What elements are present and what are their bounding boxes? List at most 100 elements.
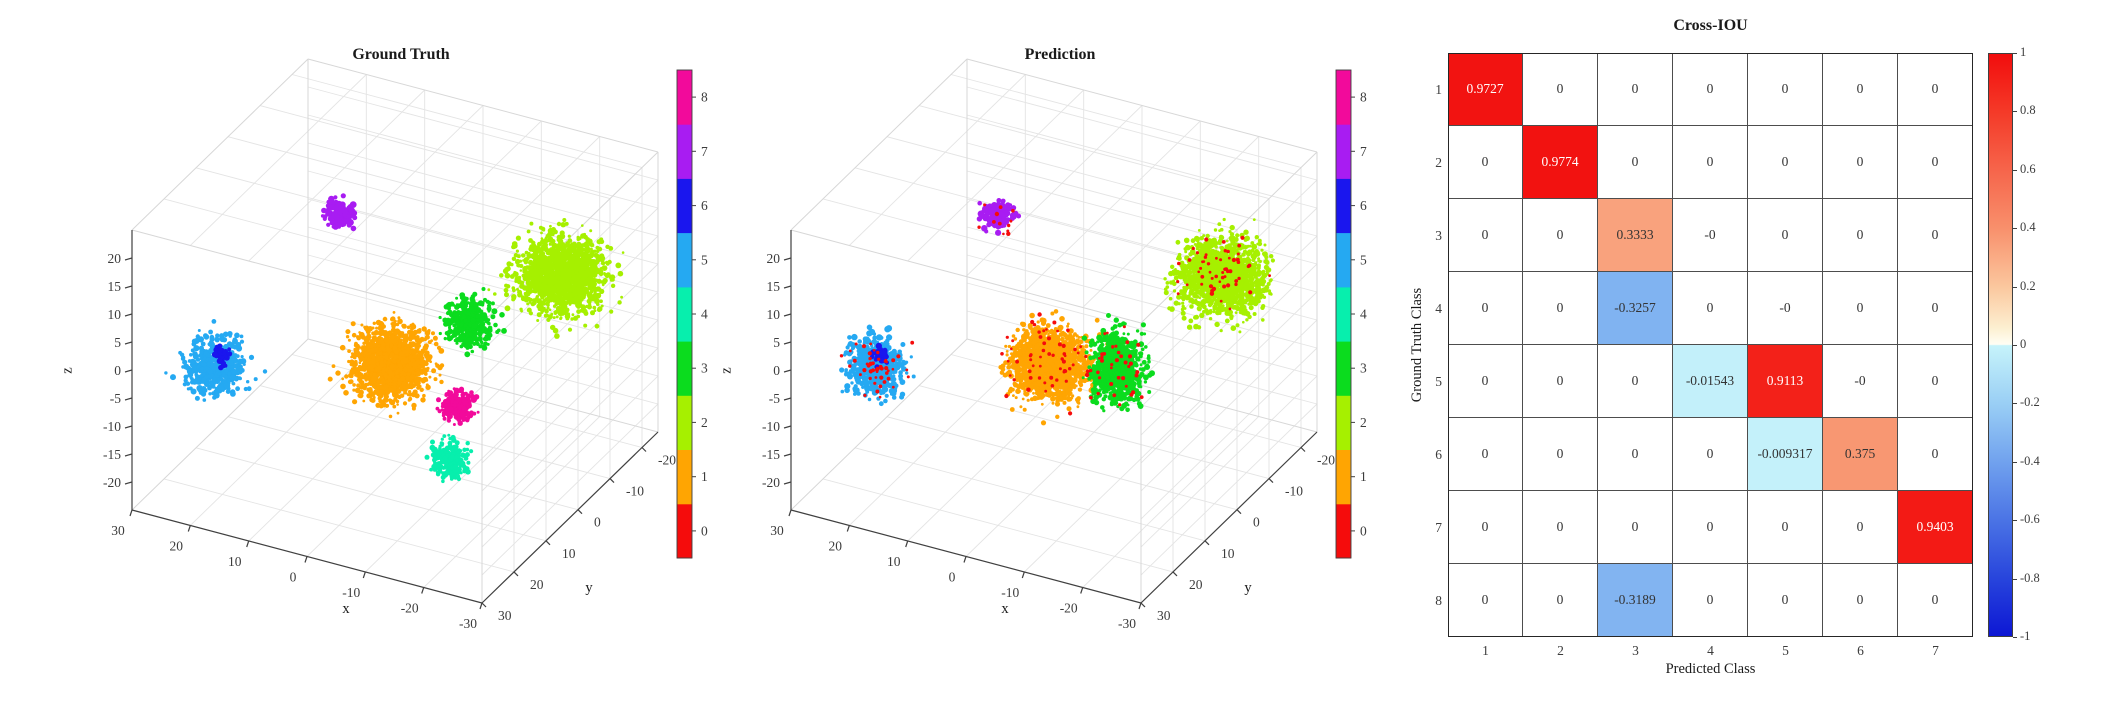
cluster-points-class-1: [327, 311, 445, 419]
tick-label: -10: [1001, 585, 1019, 600]
matrix-cell: 0: [1823, 491, 1898, 564]
pred-z-axis-label: z: [718, 367, 735, 374]
tick-label: 20: [170, 539, 184, 554]
tick-label: 20: [108, 251, 122, 266]
tick-label: 30: [111, 523, 125, 538]
colorbar-tick-label: 7: [701, 144, 708, 159]
matrix-cell: 0: [1523, 272, 1598, 345]
axis-lines: [783, 230, 1318, 610]
colorbar-tick-label: 8: [1360, 90, 1367, 105]
gt-z-axis-label: z: [59, 367, 76, 374]
tick-label: -20: [401, 601, 419, 616]
tick-label: -10: [103, 419, 121, 434]
iou-colorbar-tick: [2013, 53, 2017, 54]
matrix-cell: 0: [1823, 199, 1898, 272]
class-colorbar: 0 1 2 3 4 5 6 7 8: [1335, 69, 1367, 559]
tick-label: -15: [762, 447, 780, 462]
colorbar-tick-label: 2: [701, 415, 708, 430]
matrix-cell: 0: [1448, 272, 1523, 345]
tick-label: -20: [1060, 601, 1078, 616]
iou-colorbar-tick: [2013, 345, 2017, 346]
gt-y-axis-label: y: [585, 580, 593, 596]
tick-label: -10: [1285, 484, 1303, 499]
matrix-cell: 0: [1523, 564, 1598, 637]
tick-labels: 30 20 10 0 -10 -20 -30 30 20 10 0 -10 -20 20 15 10 5 0 -5 -…: [103, 251, 676, 631]
iou-colorbar-tick-label: 0: [2020, 337, 2027, 351]
tick-label: -5: [110, 391, 121, 406]
tick-label: 30: [498, 608, 512, 623]
matrix-cell: 0: [1748, 199, 1823, 272]
matrix-cell: 0: [1598, 418, 1673, 491]
cluster-points-class-5: [164, 319, 268, 402]
colorbar-tick-label: 4: [701, 307, 708, 322]
matrix-cell: 0: [1748, 53, 1823, 126]
matrix-cell: -0.009317: [1748, 418, 1823, 491]
iou-colorbar-tick-label: -1: [2020, 629, 2031, 643]
tick-label: 10: [1221, 546, 1235, 561]
matrix-cell: 0: [1673, 272, 1748, 345]
matrix-cell: 0: [1673, 418, 1748, 491]
tick-label: -15: [103, 447, 121, 462]
matrix-cell: 0: [1823, 53, 1898, 126]
cluster-points-class-2: [487, 218, 625, 339]
matrix-cell: 0: [1448, 345, 1523, 418]
matrix-cell: 0: [1748, 126, 1823, 199]
matrix-cell: 0: [1448, 418, 1523, 491]
iou-colorbar-tick: [2013, 403, 2017, 404]
matrix-row-label: 1: [1435, 81, 1442, 97]
tick-label: 0: [114, 363, 121, 378]
colorbar-tick-label: 5: [1360, 252, 1367, 267]
matrix-cell: 0: [1898, 126, 1973, 199]
iou-colorbar-tick-label: -0.8: [2020, 571, 2040, 585]
cross-iou-title: Cross-IOU: [1673, 17, 1748, 34]
matrix-col-label: 7: [1932, 643, 1939, 658]
matrix-cell: 0: [1523, 418, 1598, 491]
matrix-cell: -0.3257: [1598, 272, 1673, 345]
tick-label: 30: [1157, 608, 1171, 623]
matrix-col-label: 3: [1632, 643, 1639, 658]
matrix-cell: 0.9403: [1898, 491, 1973, 564]
iou-colorbar-tick: [2013, 111, 2017, 112]
cluster-points-class-3: [438, 287, 507, 358]
cluster-points-class-0: [1176, 235, 1271, 311]
tick-label: -10: [762, 419, 780, 434]
matrix-row-label: 3: [1435, 227, 1442, 243]
iou-colorbar-tick: [2013, 579, 2017, 580]
iou-colorbar-tick: [2013, 287, 2017, 288]
cluster-points-class-8: [435, 386, 480, 426]
cluster-points-class-0: [1084, 325, 1144, 407]
matrix-col-label: 2: [1557, 643, 1564, 658]
matrix-cell: 0: [1898, 199, 1973, 272]
tick-label: -20: [1317, 453, 1335, 468]
matrix-cell: 0: [1748, 491, 1823, 564]
colorbar-tick-label: 6: [1360, 198, 1367, 213]
tick-label: -20: [103, 475, 121, 490]
matrix-row-label: 2: [1435, 154, 1442, 170]
matrix-cell: 0: [1523, 345, 1598, 418]
grid-lines: [822, 74, 1318, 588]
axis-lines: [124, 230, 659, 610]
matrix-cell: 0: [1448, 199, 1523, 272]
matrix-cell: 0: [1823, 126, 1898, 199]
cluster-points-class-0: [839, 340, 915, 399]
cluster-points-class-0: [1000, 312, 1109, 416]
tick-label: 20: [829, 539, 843, 554]
iou-colorbar-tick-label: -0.6: [2020, 512, 2040, 526]
matrix-cell: 0: [1823, 272, 1898, 345]
cluster-points-class-6: [211, 343, 233, 371]
tick-label: 0: [594, 515, 601, 530]
colorbar-tick-label: 0: [1360, 523, 1367, 538]
tick-label: 5: [114, 335, 121, 350]
matrix-cell: 0.9113: [1748, 345, 1823, 418]
matrix-cell: 0: [1448, 491, 1523, 564]
matrix-cell: 0: [1898, 53, 1973, 126]
cluster-points-class-7: [320, 193, 358, 232]
matrix-cell: 0: [1598, 126, 1673, 199]
matrix-row-label: 5: [1435, 373, 1442, 389]
tick-label: 20: [767, 251, 781, 266]
iou-colorbar-tick: [2013, 520, 2017, 521]
iou-colorbar-tick-label: -0.4: [2020, 454, 2040, 468]
tick-label: 10: [228, 554, 242, 569]
cluster-points-class-4: [424, 433, 474, 484]
matrix-cell: 0: [1448, 564, 1523, 637]
